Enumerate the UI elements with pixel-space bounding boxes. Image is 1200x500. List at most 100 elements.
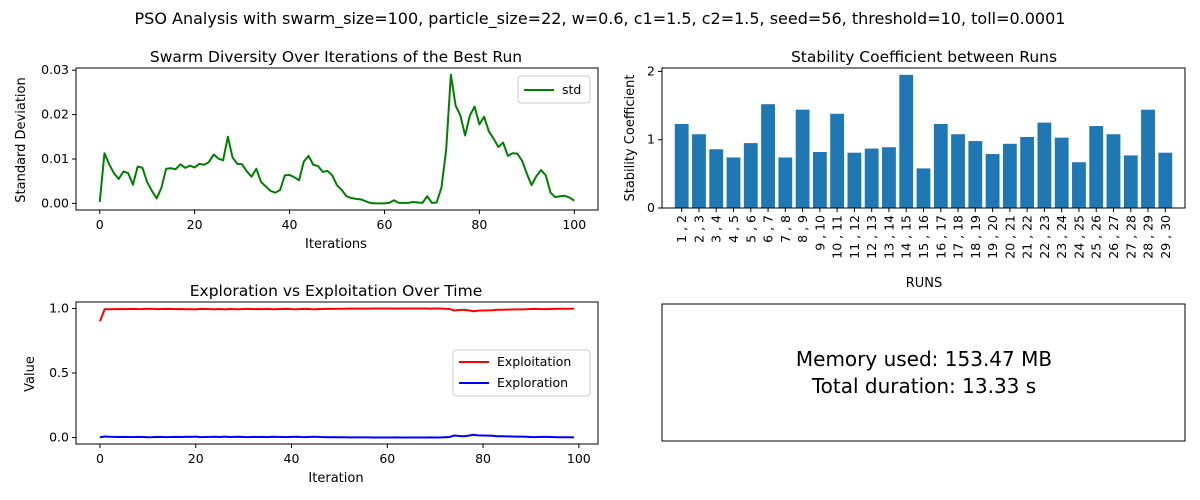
x-tick-label: 4 , 5 (726, 215, 741, 243)
x-tick-label: 5 , 6 (743, 215, 758, 243)
stability-x-label: RUNS (906, 276, 943, 291)
bar-14,15 (899, 74, 914, 208)
exploration-exploitation-chart: Exploration vs Exploitation Over Time 0.… (23, 282, 599, 486)
bar-20,21 (1002, 143, 1017, 208)
stability-y-label: Stability Coefficient (623, 74, 638, 201)
diversity-y-ticks: 0.00 0.01 0.02 0.03 (41, 62, 76, 210)
x-tick-label: 14 , 15 (899, 215, 914, 259)
stability-bars (674, 74, 1173, 208)
bar-2,3 (692, 134, 706, 208)
x-tick-label: 8 , 9 (795, 215, 810, 243)
y-tick-label: 0 (647, 200, 655, 215)
bar-22,23 (1037, 122, 1052, 208)
x-tick-label: 19 , 20 (985, 215, 1000, 259)
explore-y-ticks: 0.0 0.5 1.0 (49, 300, 76, 445)
x-tick-label: 28 , 29 (1141, 215, 1156, 259)
bar-18,19 (968, 141, 983, 208)
bar-6,7 (761, 104, 775, 208)
bar-17,18 (951, 134, 965, 208)
series-line-exploration (99, 433, 575, 439)
x-tick-label: 0 (96, 451, 104, 466)
bar-19,20 (985, 154, 1000, 208)
bar-5,6 (743, 143, 758, 208)
explore-x-label: Iteration (308, 471, 363, 486)
x-tick-label: 40 (284, 451, 300, 466)
y-tick-label: 0.03 (41, 62, 69, 77)
diversity-y-label: Standard Deviation (14, 77, 29, 202)
x-tick-label: 80 (471, 217, 487, 232)
series-line-std (98, 73, 575, 205)
y-tick-label: 2 (647, 63, 655, 78)
swarm-diversity-chart: Swarm Diversity Over Iterations of the B… (14, 48, 599, 252)
stability-plot-frame-top (661, 67, 1186, 209)
explore-chart-title: Exploration vs Exploitation Over Time (190, 282, 483, 300)
bar-11,12 (847, 152, 862, 208)
x-tick-label: 27 , 28 (1123, 215, 1138, 259)
diversity-lines (98, 73, 575, 205)
bar-27,28 (1123, 155, 1138, 208)
x-tick-label: 100 (562, 217, 586, 232)
bar-28,29 (1141, 109, 1155, 208)
diversity-chart-title: Swarm Diversity Over Iterations of the B… (150, 48, 522, 66)
x-tick-label: 23 , 24 (1054, 215, 1069, 259)
x-tick-label: 2 , 3 (691, 215, 706, 243)
x-tick-label: 17 , 18 (951, 215, 966, 259)
bar-16,17 (933, 124, 948, 208)
x-tick-label: 12 , 13 (864, 215, 879, 259)
x-tick-label: 18 , 19 (968, 215, 983, 259)
stability-chart-title: Stability Coefficient between Runs (791, 48, 1057, 66)
x-tick-label: 20 (188, 451, 204, 466)
explore-y-label: Value (23, 356, 38, 392)
x-tick-label: 7 , 8 (778, 215, 793, 243)
explore-lines (99, 307, 575, 439)
figure-suptitle: PSO Analysis with swarm_size=100, partic… (135, 9, 1066, 29)
diversity-legend: std (517, 75, 591, 104)
diversity-plot-frame (75, 67, 599, 211)
explore-legend: Exploitation Exploration (452, 349, 591, 397)
x-tick-label: 6 , 7 (761, 215, 776, 243)
bar-13,14 (882, 147, 896, 208)
y-tick-label: 0.00 (41, 195, 69, 210)
x-tick-label: 100 (567, 451, 591, 466)
bar-3,4 (709, 149, 724, 208)
y-tick-label: 1.0 (49, 300, 69, 315)
diversity-x-label: Iterations (305, 237, 367, 252)
y-tick-label: 1 (647, 132, 655, 147)
bar-15,16 (916, 168, 931, 208)
bar-4,5 (726, 157, 741, 208)
x-tick-label: 22 , 23 (1037, 215, 1052, 259)
x-tick-label: 13 , 14 (881, 215, 896, 259)
explore-x-ticks: 0 20 40 60 80 100 (96, 444, 591, 466)
bar-26,27 (1106, 134, 1121, 208)
x-tick-label: 3 , 4 (709, 215, 724, 243)
x-tick-label: 9 , 10 (812, 215, 827, 251)
x-tick-label: 25 , 26 (1089, 215, 1104, 259)
legend-std-label: std (562, 82, 581, 97)
legend-exploration-label: Exploration (497, 375, 568, 390)
resource-usage-panel: Memory used: 153.47 MB Total duration: 1… (661, 303, 1186, 442)
y-tick-label: 0.0 (49, 430, 69, 445)
series-line-exploitation (99, 307, 575, 322)
bar-29,30 (1158, 152, 1173, 208)
bar-25,26 (1089, 126, 1104, 208)
bar-7,8 (778, 157, 793, 208)
total-duration-text: Total duration: 13.33 s (811, 374, 1036, 398)
memory-used-text: Memory used: 153.47 MB (796, 347, 1052, 371)
y-tick-label: 0.5 (49, 365, 69, 380)
x-tick-label: 20 , 21 (1002, 215, 1017, 259)
bar-10,11 (830, 113, 845, 208)
x-tick-label: 24 , 25 (1071, 215, 1086, 259)
bar-8,9 (795, 109, 810, 208)
stability-coefficient-chart: Stability Coefficient between Runs 0 1 2 1… (623, 48, 1186, 291)
y-tick-label: 0.01 (41, 151, 69, 166)
x-tick-label: 60 (379, 451, 395, 466)
y-tick-label: 0.02 (41, 107, 69, 122)
x-tick-label: 15 , 16 (916, 215, 931, 259)
x-tick-label: 16 , 17 (933, 215, 948, 259)
bar-9,10 (812, 152, 827, 208)
x-tick-label: 40 (282, 217, 298, 232)
diversity-x-ticks: 0 20 40 60 80 100 (96, 210, 586, 232)
x-tick-label: 21 , 22 (1020, 215, 1035, 259)
